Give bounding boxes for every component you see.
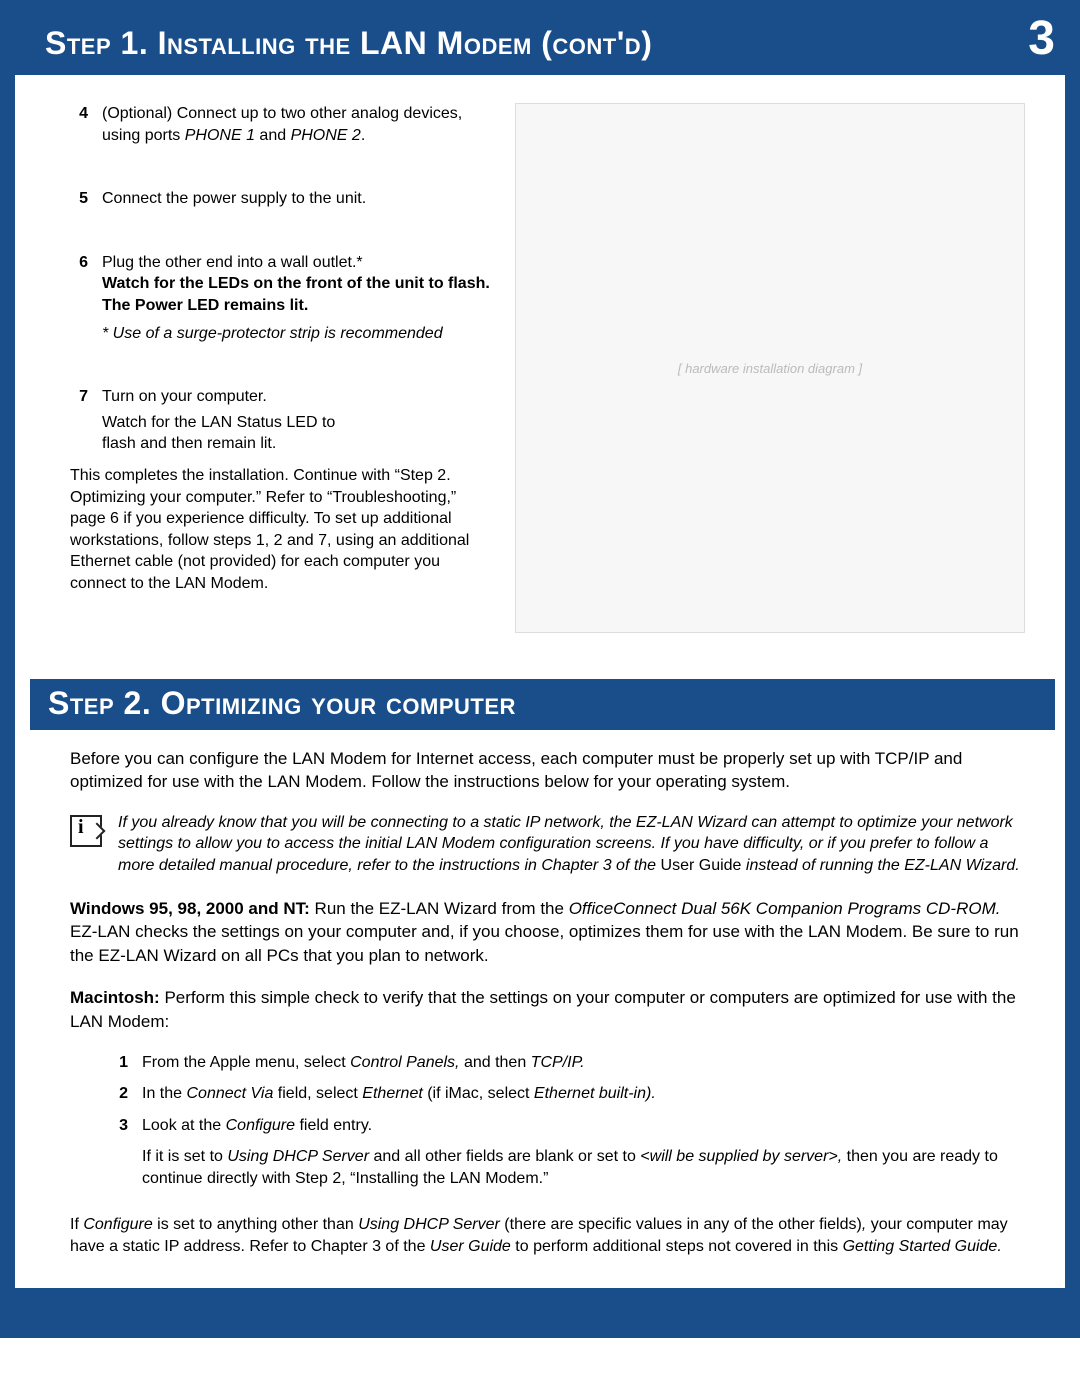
step-text: Connect the power supply to the unit.	[102, 188, 490, 210]
completion-paragraph: This completes the installation. Continu…	[70, 465, 490, 595]
text: and then	[460, 1054, 531, 1071]
mac-steps-list: 1 From the Apple menu, select Control Pa…	[110, 1052, 1025, 1190]
step-number: 5	[70, 188, 88, 210]
text: (if iMac, select	[423, 1085, 534, 1102]
text-line: If it is set to Using DHCP Server and al…	[142, 1146, 1025, 1189]
text: Perform this simple check to verify that…	[70, 988, 1016, 1031]
text-note: * Use of a surge-protector strip is reco…	[102, 323, 490, 345]
text: is set to anything other than	[153, 1216, 358, 1233]
text: and	[255, 127, 291, 144]
page-title: Step 1. Installing the LAN Modem (cont'd…	[45, 25, 1010, 62]
text-ital: Ethernet built-in).	[534, 1085, 656, 1102]
text: field entry.	[295, 1117, 372, 1134]
section2-intro: Before you can configure the LAN Modem f…	[70, 748, 1025, 794]
text-ital: Connect Via	[186, 1085, 273, 1102]
text-ital: Configure	[83, 1216, 152, 1233]
text: From the Apple menu, select	[142, 1054, 350, 1071]
text-bold: Watch for the LEDs on the front of the u…	[102, 273, 490, 316]
text-line: Turn on your computer.	[102, 386, 490, 408]
page-frame: Step 1. Installing the LAN Modem (cont'd…	[0, 0, 1080, 1338]
text-ital: PHONE 1	[185, 127, 255, 144]
text: Look at the	[142, 1117, 226, 1134]
info-callout: If you already know that you will be con…	[70, 812, 1025, 877]
text: field, select	[273, 1085, 362, 1102]
step-text: (Optional) Connect up to two other analo…	[102, 103, 490, 146]
mac-step-1: 1 From the Apple menu, select Control Pa…	[110, 1052, 1025, 1074]
text-line: Look at the Configure field entry.	[142, 1115, 1025, 1137]
text: If it is set to	[142, 1148, 227, 1165]
mac-paragraph: Macintosh: Perform this simple check to …	[70, 986, 1025, 1034]
step-number: 6	[70, 252, 88, 344]
mac-step-2: 2 In the Connect Via field, select Ether…	[110, 1083, 1025, 1105]
text-ital: <will be supplied by server>,	[640, 1148, 842, 1165]
text: to perform additional steps not covered …	[511, 1238, 843, 1255]
info-icon	[70, 815, 102, 847]
step1-item-6: 6 Plug the other end into a wall outlet.…	[70, 252, 490, 344]
text: In the	[142, 1085, 186, 1102]
step-number: 2	[110, 1083, 128, 1105]
text-bold: Windows 95, 98, 2000 and NT:	[70, 899, 310, 918]
step-text: Look at the Configure field entry. If it…	[142, 1115, 1025, 1190]
step-text: From the Apple menu, select Control Pane…	[142, 1052, 1025, 1074]
text-ital: Control Panels,	[350, 1054, 459, 1071]
text-ital: Using DHCP Server	[358, 1216, 500, 1233]
step1-item-7: 7 Turn on your computer. Watch for the L…	[70, 386, 490, 455]
text-ital: PHONE 2	[291, 127, 361, 144]
step-text: In the Connect Via field, select Etherne…	[142, 1083, 1025, 1105]
text: EZ-LAN checks the settings on your compu…	[70, 922, 1019, 965]
step-number: 1	[110, 1052, 128, 1074]
step1-text-column: 4 (Optional) Connect up to two other ana…	[70, 103, 490, 633]
text-line: Watch for the LAN Status LED to flash an…	[102, 412, 352, 455]
step-number: 3	[110, 1115, 128, 1190]
text-ital: TCP/IP.	[531, 1054, 585, 1071]
text-ital: Ethernet	[362, 1085, 422, 1102]
text-bold: Macintosh:	[70, 988, 160, 1007]
step-text: Turn on your computer. Watch for the LAN…	[102, 386, 490, 455]
header-bar: Step 1. Installing the LAN Modem (cont'd…	[15, 15, 1065, 75]
content-area: 4 (Optional) Connect up to two other ana…	[15, 75, 1065, 1288]
installation-diagram: [ hardware installation diagram ]	[515, 103, 1025, 633]
text-line: Plug the other end into a wall outlet.*	[102, 252, 490, 274]
text-ital: Configure	[226, 1117, 295, 1134]
text: Run the EZ-LAN Wizard from the	[310, 899, 569, 918]
text-ital: Using DHCP Server	[227, 1148, 369, 1165]
text: and all other fields are blank or set to	[369, 1148, 640, 1165]
text: (there are specific values in any of the…	[500, 1216, 862, 1233]
footnote-paragraph: If Configure is set to anything other th…	[70, 1214, 1025, 1259]
step1-item-5: 5 Connect the power supply to the unit.	[70, 188, 490, 210]
text: .	[361, 127, 365, 144]
text-ital: Getting Started Guide.	[843, 1238, 1002, 1255]
step-number: 7	[70, 386, 88, 455]
text: Watch for the LEDs on the front of the u…	[102, 275, 490, 314]
text-roman: User Guide	[661, 857, 742, 874]
step-text: Plug the other end into a wall outlet.* …	[102, 252, 490, 344]
text-ital: User Guide	[430, 1238, 511, 1255]
info-text: If you already know that you will be con…	[118, 812, 1025, 877]
page-number: 3	[1028, 15, 1055, 63]
text-ital: OfficeConnect Dual 56K Companion Program…	[569, 899, 1001, 918]
windows-paragraph: Windows 95, 98, 2000 and NT: Run the EZ-…	[70, 897, 1025, 968]
step1-row: 4 (Optional) Connect up to two other ana…	[70, 103, 1025, 633]
step-number: 4	[70, 103, 88, 146]
mac-step-3: 3 Look at the Configure field entry. If …	[110, 1115, 1025, 1190]
step1-item-4: 4 (Optional) Connect up to two other ana…	[70, 103, 490, 146]
section2-title-bar: Step 2. Optimizing your computer	[30, 679, 1055, 730]
text: If	[70, 1216, 83, 1233]
text: instead of running the EZ-LAN Wizard.	[741, 857, 1019, 874]
